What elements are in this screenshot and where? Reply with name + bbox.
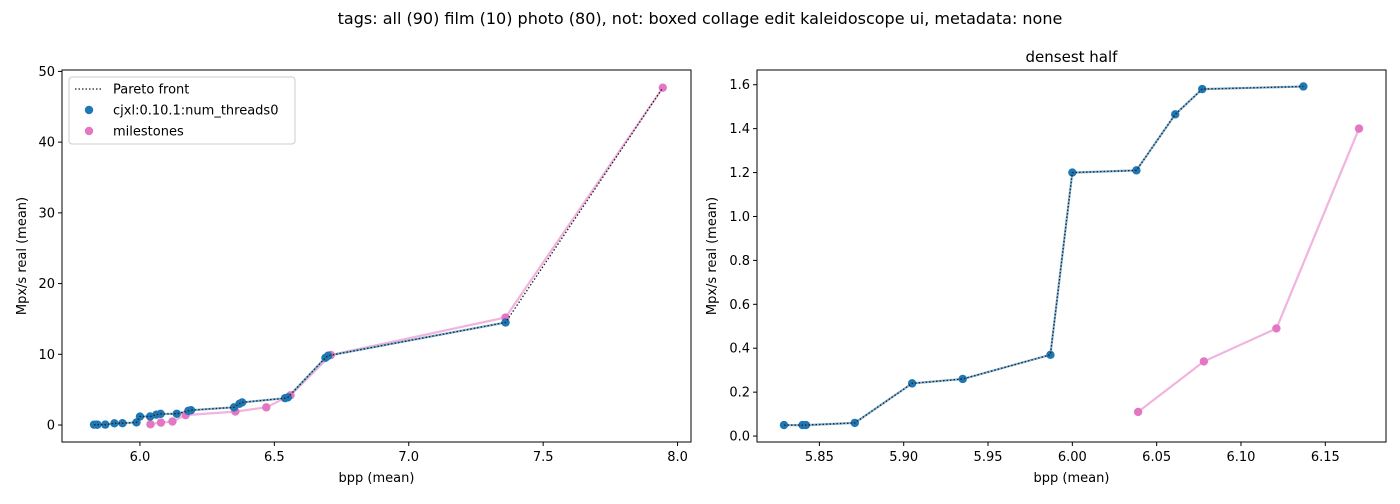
left-x-tick-label-8-0: 8.0 [667,450,688,465]
right-y-tick-label-1-2: 1.2 [729,166,750,181]
right-y-tick-label-0-0: 0.0 [729,430,750,445]
right-chart-marks [779,82,1364,430]
right-y-tick-label-0-6: 0.6 [729,298,750,313]
chart-panel-right: densest half 5.85 5.90 5.95 6.00 6.05 6.10 6.1… [705,48,1387,486]
left-y-tick-label-0: 0 [47,419,55,434]
right-y-tick-label-1-0: 1.0 [729,210,750,225]
right-pareto-front-line [784,85,1304,426]
legend-label-cjxl: cjxl:0.10.1:num_threads0 [113,104,278,119]
left-cjxl-point-4 [110,419,119,428]
right-chart-axes: 5.85 5.90 5.95 6.00 6.05 6.10 6.15 0.0 0.2 0.4 0.6… [729,69,1387,465]
left-cjxl-point-2 [93,420,102,429]
left-y-tick-label-50: 50 [38,65,55,80]
legend-swatch-cjxl [84,105,94,115]
right-x-tick-label-6-05: 6.05 [1142,450,1171,465]
right-y-tick-label-0-2: 0.2 [729,386,750,401]
right-x-tick-label-6-15: 6.15 [1311,450,1340,465]
left-x-tick-label-7-0: 7.0 [398,450,419,465]
left-y-tick-label-10: 10 [38,348,55,363]
legend-swatch-milestones [84,126,94,136]
right-y-tick-label-1-4: 1.4 [729,122,750,137]
legend-box [68,76,296,145]
right-y-tick-label-0-4: 0.4 [729,342,750,357]
left-cjxl-point-20 [323,351,333,360]
left-milestones-point-5 [262,403,271,412]
right-plot-frame [756,69,1387,443]
left-y-tick-label-20: 20 [38,277,55,292]
legend-label-pareto-front: Pareto front [113,83,189,98]
left-milestones-point-0 [146,420,155,429]
chart-panel-left: 6.0 6.5 7.0 7.5 8.0 0 10 20 30 40 50 bpp (mean) Mp… [15,65,692,486]
left-milestones-point-2 [168,417,177,426]
left-x-axis-label: bpp (mean) [339,471,415,486]
left-cjxl-point-13 [186,405,196,415]
left-y-tick-label-30: 30 [38,206,55,221]
left-x-tick-label-6-0: 6.0 [130,450,151,465]
left-milestones-point-1 [156,418,166,427]
left-cjxl-line [94,321,506,426]
right-chart-title: densest half [1026,48,1119,66]
left-y-tick-label-40: 40 [38,136,55,151]
left-y-axis-label: Mpx/s real (mean) [15,197,30,315]
left-pareto-front-line [94,87,664,426]
right-cjxl-point-0 [779,420,789,430]
right-x-tick-label-5-95: 5.95 [974,450,1003,465]
left-x-tick-label-6-5: 6.5 [264,450,285,465]
right-x-tick-label-5-90: 5.90 [889,450,918,465]
left-chart-axes: 6.0 6.5 7.0 7.5 8.0 0 10 20 30 40 50 [38,65,692,465]
right-milestones-point-1 [1199,357,1209,366]
right-milestones-point-0 [1133,407,1143,417]
right-y-tick-label-0-8: 0.8 [729,254,750,269]
right-x-axis-label: bpp (mean) [1034,471,1110,486]
left-plot-frame [61,69,692,443]
right-milestones-point-3 [1354,124,1364,133]
left-milestones-point-9 [658,83,667,92]
right-milestones-line [1137,128,1361,413]
left-cjxl-point-16 [237,398,247,407]
left-chart-legend: Pareto front cjxl:0.10.1:num_threads0 mi… [68,76,296,145]
right-x-tick-label-6-00: 6.00 [1058,450,1087,465]
right-milestones-point-2 [1272,324,1281,333]
right-x-tick-label-5-85: 5.85 [805,450,834,465]
legend-label-milestones: milestones [113,125,184,140]
right-y-axis-label: Mpx/s real (mean) [705,197,720,315]
left-cjxl-point-11 [172,409,181,418]
left-chart-marks [89,83,667,429]
left-x-tick-label-7-5: 7.5 [533,450,554,465]
right-cjxl-point-6 [1046,350,1055,360]
right-cjxl-line [784,85,1304,427]
right-x-tick-label-6-10: 6.10 [1226,450,1255,465]
left-milestones-line [150,87,664,426]
right-y-tick-label-1-6: 1.6 [729,78,750,93]
right-cjxl-point-5 [958,374,967,384]
figure-suptitle: tags: all (90) film (10) photo (80), not… [338,9,1063,28]
